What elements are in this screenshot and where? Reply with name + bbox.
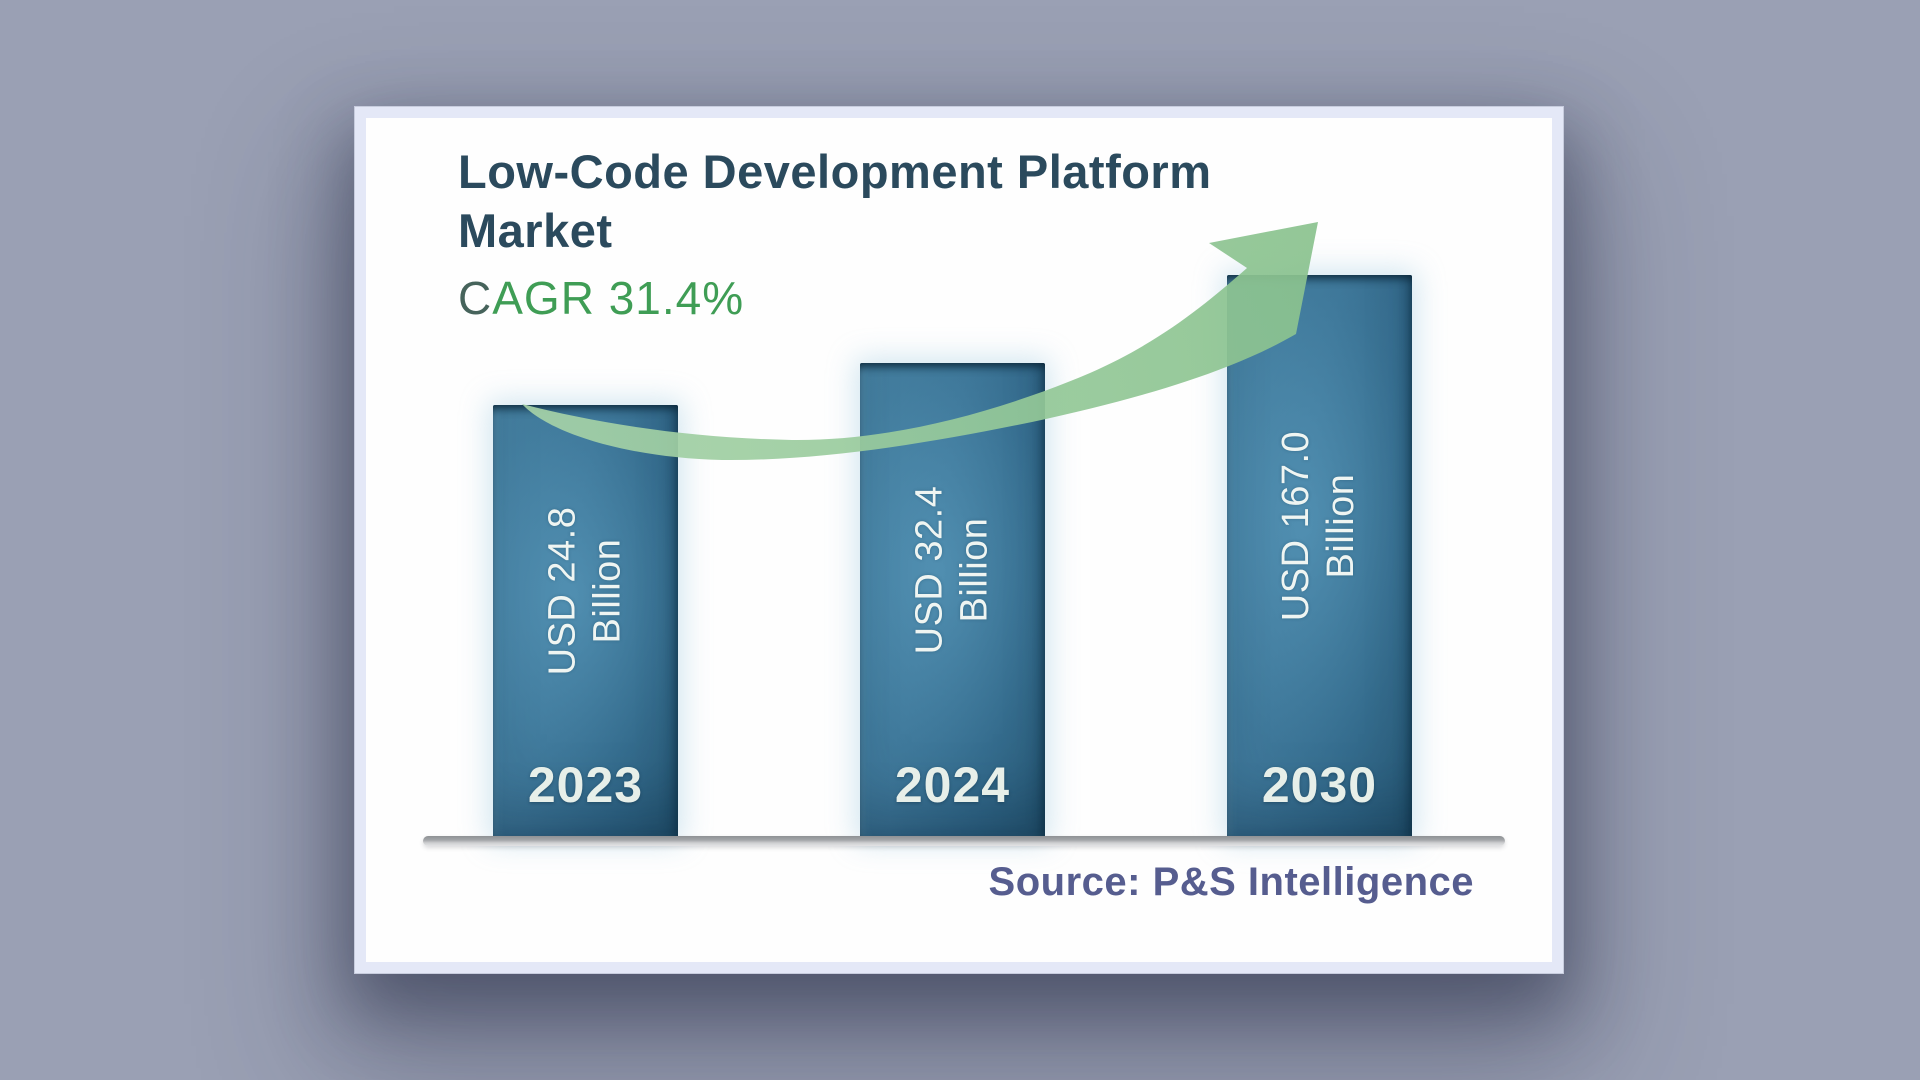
source-credit: Source: P&S Intelligence — [988, 860, 1474, 904]
bar-value-line1: USD 167.0 — [1275, 430, 1318, 621]
bar-value-line1: USD 24.8 — [541, 506, 584, 675]
bar: USD 24.8 Billion 2023 — [493, 405, 678, 838]
axis-baseline — [423, 836, 1505, 846]
bar-value-label: USD 167.0 Billion — [1227, 275, 1412, 838]
bar-year-label: 2030 — [1261, 757, 1378, 813]
chart-title-line2: Market — [458, 204, 613, 257]
cagr-label: CAGR 31.4% — [458, 272, 745, 324]
bar-value-line2: Billion — [953, 517, 996, 622]
bar-year-label: 2024 — [894, 757, 1011, 813]
chart-title: Low-Code Development Platform Market — [458, 142, 1212, 260]
bar-year-label: 2023 — [527, 757, 644, 813]
bar: USD 167.0 Billion 2030 — [1227, 275, 1412, 838]
bar: USD 32.4 Billion 2024 — [860, 363, 1045, 838]
chart-title-line1: Low-Code Development Platform — [458, 145, 1212, 198]
bar-value-line2: Billion — [586, 538, 629, 643]
chart-card: Low-Code Development Platform Market CAG… — [355, 107, 1563, 973]
bar-value-line2: Billion — [1320, 473, 1363, 578]
bar-value-line1: USD 32.4 — [908, 485, 951, 654]
